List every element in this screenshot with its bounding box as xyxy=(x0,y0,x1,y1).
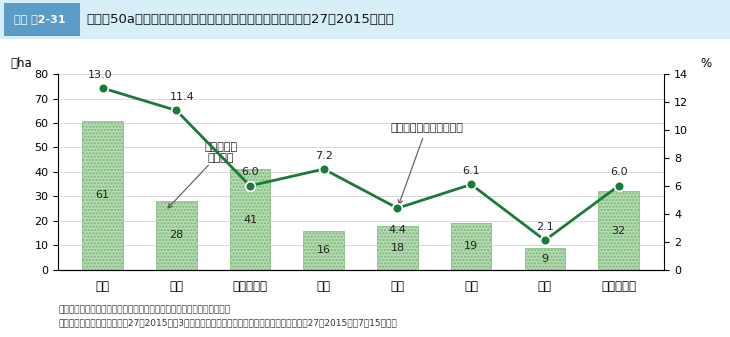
Bar xyxy=(451,223,491,270)
Text: 4.4: 4.4 xyxy=(388,225,407,235)
Text: 資料：農林水産省「耕地及び作付面積統計」、「農業基盤情報砂調査」
　注：区画整備済面積は平成27（2015）年3月末時点。整備率算出の分母となる水田面積は平成2: 資料：農林水産省「耕地及び作付面積統計」、「農業基盤情報砂調査」 注：区画整備済… xyxy=(58,305,397,327)
Bar xyxy=(525,248,565,270)
Text: 2.1: 2.1 xyxy=(536,222,554,232)
Bar xyxy=(377,226,418,270)
Bar xyxy=(82,121,123,270)
Text: 19: 19 xyxy=(464,241,478,251)
Text: 大区画の割合（右目盛）: 大区画の割合（右目盛） xyxy=(390,123,463,205)
Text: 28: 28 xyxy=(169,231,183,240)
Text: 61: 61 xyxy=(96,190,110,200)
Text: 11.4: 11.4 xyxy=(169,92,194,102)
Bar xyxy=(304,231,344,270)
Text: 7.2: 7.2 xyxy=(315,151,333,161)
Bar xyxy=(156,201,196,270)
Text: 18: 18 xyxy=(391,243,404,253)
FancyBboxPatch shape xyxy=(4,3,80,36)
Text: 16: 16 xyxy=(317,245,331,255)
Text: 6.0: 6.0 xyxy=(610,167,627,178)
Text: 6.1: 6.1 xyxy=(462,166,480,176)
Text: 水田の50a以上の大区画の割合と区画整備済水田面積（平成27（2015）年）: 水田の50a以上の大区画の割合と区画整備済水田面積（平成27（2015）年） xyxy=(86,13,394,26)
Text: 6.0: 6.0 xyxy=(241,167,259,178)
Text: 図表 牵2-31: 図表 牵2-31 xyxy=(15,14,66,24)
Text: 41: 41 xyxy=(243,215,257,224)
Bar xyxy=(230,170,270,270)
Text: 区画整備済
水田面積: 区画整備済 水田面積 xyxy=(168,142,237,208)
Text: 9: 9 xyxy=(542,254,548,264)
Text: 万ha: 万ha xyxy=(10,57,31,70)
Text: 32: 32 xyxy=(612,225,626,236)
Bar xyxy=(599,191,639,270)
Text: 13.0: 13.0 xyxy=(88,70,112,80)
Text: %: % xyxy=(701,57,712,70)
